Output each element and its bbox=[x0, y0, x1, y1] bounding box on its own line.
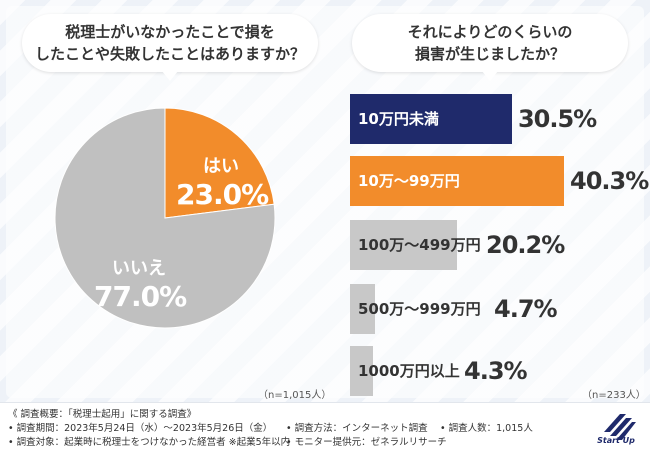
bar-2 bbox=[350, 156, 564, 206]
pie-slice-no bbox=[54, 107, 276, 329]
bar-label-3: 100万〜499万円 bbox=[358, 236, 481, 254]
footer-target: • 調査対象：起業時に税理士をつけなかった経営者 ※起業5年以内 bbox=[8, 437, 291, 448]
bar-row-5: 1000万円以上 4.3% bbox=[350, 346, 646, 396]
right-question-line2: 損害が生じましたか？ bbox=[414, 45, 565, 63]
right-question-line1: それによりどのくらいの bbox=[407, 23, 573, 41]
bar-value-1: 30.5% bbox=[517, 105, 597, 133]
bar-value-2: 40.3% bbox=[570, 167, 649, 195]
bar-row-2: 10万〜99万円 40.3% bbox=[350, 156, 649, 206]
bar-value-5: 4.3% bbox=[464, 357, 528, 385]
bar-value-4: 4.7% bbox=[494, 295, 558, 323]
footer-monitor: • モニター提供元：ゼネラルリサーチ bbox=[286, 437, 447, 448]
pie-slice-yes bbox=[164, 107, 275, 219]
startup-logo-icon bbox=[604, 414, 636, 440]
bar-value-3: 20.2% bbox=[486, 231, 565, 259]
bar-4 bbox=[350, 284, 375, 334]
pie-label-no: いいえ 77.0% bbox=[94, 254, 187, 313]
bar-5 bbox=[350, 346, 373, 396]
left-sample-size: （n=1,015人） bbox=[258, 390, 332, 401]
pie-category-no: いいえ bbox=[112, 258, 166, 279]
pie-value-yes: 23.0% bbox=[176, 178, 269, 211]
bar-row-3: 100万〜499万円 20.2% bbox=[350, 220, 646, 270]
footer-count: • 調査人数：1,015人 bbox=[440, 423, 533, 434]
survey-footer: 《 調査概要：「税理士起用」に関する調査》 • 調査期間：2023年5月24日（… bbox=[0, 402, 650, 450]
bar-1 bbox=[350, 94, 512, 144]
bar-label-4: 500万〜999万円 bbox=[358, 300, 481, 318]
footer-method: • 調査方法：インターネット調査 bbox=[286, 423, 428, 434]
bar-3 bbox=[350, 220, 458, 270]
bar-row-4: 500万〜999万円 4.7% bbox=[350, 284, 646, 334]
left-question-bubble: 税理士がいなかったことで損を したことや失敗したことはありますか？ bbox=[22, 14, 318, 81]
pie-category-yes: はい bbox=[203, 156, 239, 177]
bar-label-5: 1000万円以上 bbox=[358, 362, 460, 380]
footer-overview: 《 調査概要：「税理士起用」に関する調査》 bbox=[8, 409, 197, 420]
logo-text: Start Up bbox=[597, 436, 635, 445]
left-question-line2: したことや失敗したことはありますか？ bbox=[34, 45, 305, 63]
left-question-line1: 税理士がいなかったことで損を bbox=[65, 23, 275, 41]
bar-label-1: 10万円未満 bbox=[358, 110, 439, 128]
bar-label-2: 10万〜99万円 bbox=[358, 172, 460, 190]
pie-label-yes: はい 23.0% bbox=[176, 152, 269, 211]
pie-chart bbox=[54, 107, 276, 329]
right-sample-size: （n=233人） bbox=[582, 390, 646, 401]
right-question-bubble: それによりどのくらいの 損害が生じましたか？ bbox=[352, 14, 628, 81]
bar-chart: 10万円未満 30.5% 10万〜99万円 40.3% 100万〜499万円 20.2% 5… bbox=[350, 94, 649, 396]
bar-row-1: 10万円未満 30.5% bbox=[350, 94, 646, 144]
pie-value-no: 77.0% bbox=[94, 280, 187, 313]
footer-period: • 調査期間：2023年5月24日（水）〜2023年5月26日（金） bbox=[8, 423, 273, 434]
